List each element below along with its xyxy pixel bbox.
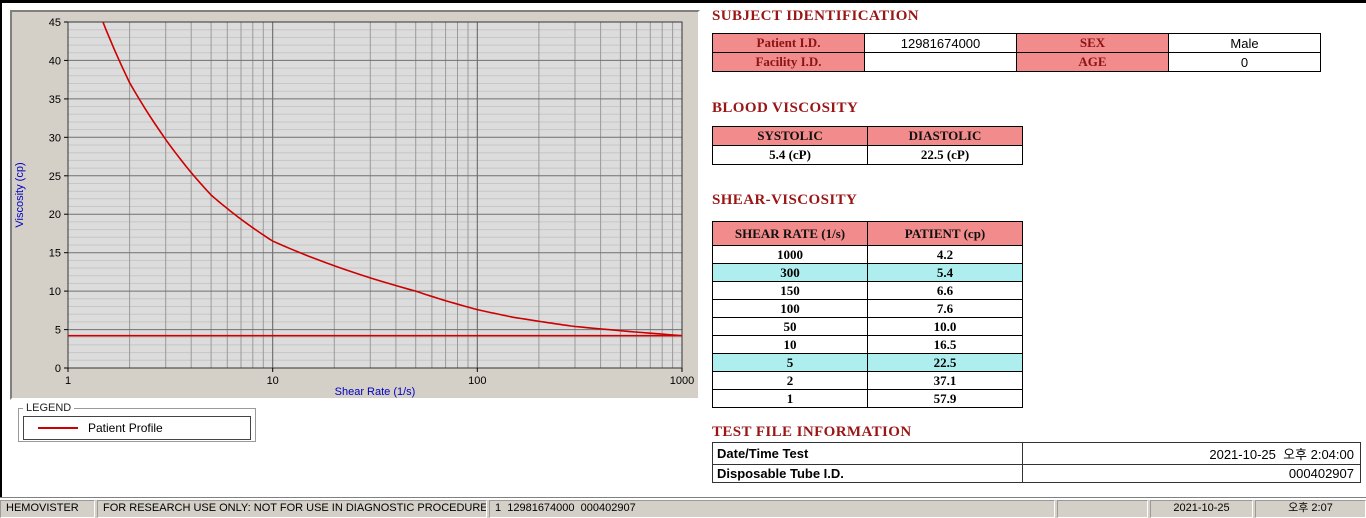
disposable-tube-id-value: 000402907 (1022, 464, 1361, 483)
datetime-test-value: 2021-10-25 오후 2:04:00 (1022, 442, 1361, 465)
shear-table-row: 100 7.6 (712, 299, 1023, 318)
status-bar: HEMOVISTER FOR RESEARCH USE ONLY: NOT FO… (0, 500, 1366, 518)
svg-text:35: 35 (49, 94, 61, 106)
test-file-information-title: TEST FILE INFORMATION (712, 424, 912, 440)
blood-value-row: 5.4 (cP) 22.5 (cP) (712, 145, 1023, 165)
window-top-edge (0, 0, 1366, 3)
subject-row-2: Facility I.D. AGE 0 (712, 52, 1321, 72)
svg-text:30: 30 (49, 132, 61, 144)
patient-viscosity-cell: 22.5 (867, 353, 1023, 372)
patient-viscosity-cell: 16.5 (867, 335, 1023, 354)
viscosity-chart-panel: 0 5 10 15 20 25 30 35 40 45 1 10 100 1000 Shear Rate (… (10, 10, 700, 400)
shear-rate-cell: 300 (712, 263, 868, 282)
shear-table-row: 50 10.0 (712, 317, 1023, 336)
systolic-value: 5.4 (cP) (712, 145, 868, 165)
blood-header-row: SYSTOLIC DIASTOLIC (712, 126, 1023, 146)
svg-text:0: 0 (55, 363, 61, 375)
patient-viscosity-cell: 5.4 (867, 263, 1023, 282)
shear-table-row: 1000 4.2 (712, 245, 1023, 264)
patient-viscosity-cell: 6.6 (867, 281, 1023, 300)
window-left-edge (0, 0, 2, 497)
testfile-tube-row: Disposable Tube I.D. 000402907 (712, 464, 1361, 483)
diastolic-header: DIASTOLIC (867, 126, 1023, 146)
statusbar-date: 2021-10-25 (1150, 500, 1253, 518)
statusbar-app-name: HEMOVISTER (0, 500, 95, 518)
legend-box: Patient Profile (23, 416, 251, 440)
disposable-tube-id-label: Disposable Tube I.D. (712, 464, 1023, 483)
sex-label: SEX (1016, 33, 1169, 53)
datetime-test-label: Date/Time Test (712, 442, 1023, 465)
subject-identification-table: Patient I.D. 12981674000 SEX Male Facili… (712, 33, 1321, 72)
blood-viscosity-table: SYSTOLIC DIASTOLIC 5.4 (cP) 22.5 (cP) (712, 126, 1023, 165)
svg-text:1: 1 (65, 375, 71, 387)
blood-viscosity-title: BLOOD VISCOSITY (712, 100, 859, 116)
sex-value: Male (1168, 33, 1321, 53)
shear-header-row: SHEAR RATE (1/s) PATIENT (cp) (712, 221, 1023, 246)
svg-text:45: 45 (49, 17, 61, 29)
shear-rate-cell: 5 (712, 353, 868, 372)
svg-text:Shear Rate (1/s): Shear Rate (1/s) (335, 386, 416, 398)
shear-rate-cell: 1 (712, 389, 868, 408)
testfile-datetime-row: Date/Time Test 2021-10-25 오후 2:04:00 (712, 442, 1361, 465)
patient-id-value: 12981674000 (864, 33, 1017, 53)
svg-text:40: 40 (49, 55, 61, 67)
shear-rate-cell: 1000 (712, 245, 868, 264)
patient-viscosity-cell: 7.6 (867, 299, 1023, 318)
patient-viscosity-cell: 4.2 (867, 245, 1023, 264)
shear-rate-header: SHEAR RATE (1/s) (712, 221, 868, 246)
age-label: AGE (1016, 52, 1169, 72)
age-value: 0 (1168, 52, 1321, 72)
shear-rate-cell: 100 (712, 299, 868, 318)
statusbar-blank-cell (1057, 500, 1148, 518)
patient-viscosity-cell: 37.1 (867, 371, 1023, 390)
legend-item-label: Patient Profile (88, 421, 163, 435)
diastolic-value: 22.5 (cP) (867, 145, 1023, 165)
svg-text:15: 15 (49, 248, 61, 260)
systolic-header: SYSTOLIC (712, 126, 868, 146)
facility-id-value (864, 52, 1017, 72)
shear-rate-cell: 10 (712, 335, 868, 354)
statusbar-research-notice: FOR RESEARCH USE ONLY: NOT FOR USE IN DI… (97, 500, 487, 518)
patient-profile-line-swatch (38, 427, 78, 429)
svg-text:1000: 1000 (670, 375, 694, 387)
svg-text:25: 25 (49, 171, 61, 183)
facility-id-label: Facility I.D. (712, 52, 865, 72)
shear-viscosity-title: SHEAR-VISCOSITY (712, 192, 858, 208)
svg-text:10: 10 (267, 375, 279, 387)
shear-table-row: 300 5.4 (712, 263, 1023, 282)
patient-cp-header: PATIENT (cp) (867, 221, 1023, 246)
shear-viscosity-chart: 0 5 10 15 20 25 30 35 40 45 1 10 100 1000 Shear Rate (… (12, 12, 698, 398)
shear-table-row: 10 16.5 (712, 335, 1023, 354)
shear-table-row: 150 6.6 (712, 281, 1023, 300)
svg-text:100: 100 (468, 375, 486, 387)
shear-table-row: 1 57.9 (712, 389, 1023, 408)
svg-text:10: 10 (49, 286, 61, 298)
patient-viscosity-cell: 10.0 (867, 317, 1023, 336)
subject-identification-title: SUBJECT IDENTIFICATION (712, 8, 920, 24)
statusbar-separator (0, 497, 1366, 499)
shear-viscosity-table: SHEAR RATE (1/s) PATIENT (cp) 1000 4.2 300… (712, 221, 1023, 408)
svg-text:20: 20 (49, 209, 61, 221)
statusbar-time: 오후 2:07 (1255, 500, 1366, 518)
shear-table-row: 2 37.1 (712, 371, 1023, 390)
test-file-information-table: Date/Time Test 2021-10-25 오후 2:04:00 Dis… (712, 442, 1361, 483)
patient-viscosity-cell: 57.9 (867, 389, 1023, 408)
patient-id-label: Patient I.D. (712, 33, 865, 53)
subject-row-1: Patient I.D. 12981674000 SEX Male (712, 33, 1321, 53)
shear-rate-cell: 50 (712, 317, 868, 336)
statusbar-record-info: 1 12981674000 000402907 (489, 500, 1055, 518)
shear-rate-cell: 150 (712, 281, 868, 300)
chart-legend: LEGEND Patient Profile (18, 402, 256, 442)
shear-table-row: 5 22.5 (712, 353, 1023, 372)
shear-rate-cell: 2 (712, 371, 868, 390)
svg-text:5: 5 (55, 325, 61, 337)
legend-title: LEGEND (26, 402, 72, 414)
svg-text:Viscosity (cp): Viscosity (cp) (14, 162, 26, 227)
